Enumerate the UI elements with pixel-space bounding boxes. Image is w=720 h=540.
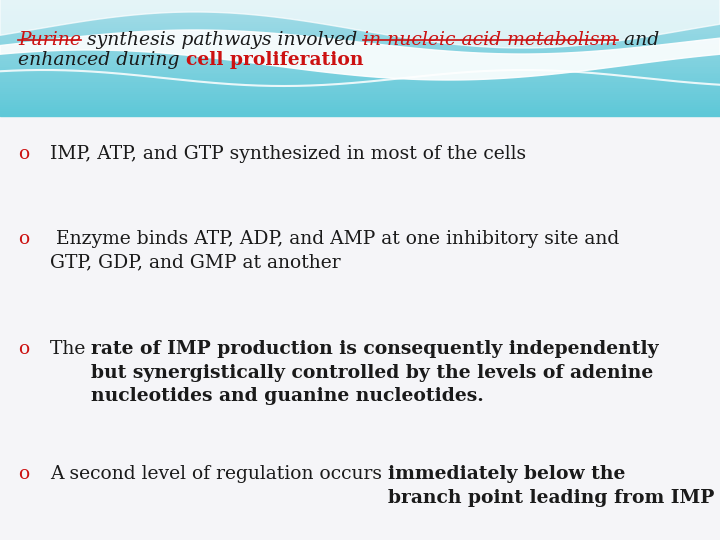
Bar (0, 14, 720, 16)
Bar (0, 87, 720, 89)
Text: The: The (50, 340, 91, 358)
Bar (0, 106, 720, 108)
Bar (0, 100, 720, 103)
Bar (0, 39, 720, 40)
Bar (0, 40, 720, 43)
Bar (0, 94, 720, 97)
Text: Enzyme binds ATP, ADP, and AMP at one inhibitory site and
GTP, GDP, and GMP at a: Enzyme binds ATP, ADP, and AMP at one in… (50, 230, 619, 272)
Bar (0, 114, 720, 116)
Bar (0, 29, 720, 31)
Bar (0, 43, 720, 44)
Bar (0, 49, 720, 50)
Bar (0, 16, 720, 17)
Bar (0, 25, 720, 27)
Bar (0, 110, 720, 112)
Bar (0, 76, 720, 77)
Bar (0, 93, 720, 94)
Bar (0, 112, 720, 114)
Bar (0, 23, 720, 25)
Text: rate of IMP production is consequently independently
but synergistically control: rate of IMP production is consequently i… (91, 340, 659, 405)
Bar (0, 71, 720, 73)
Bar (0, 108, 720, 110)
Bar (0, 37, 720, 39)
Text: in nucleic acid metabolism: in nucleic acid metabolism (364, 31, 618, 49)
Text: IMP, ATP, and GTP synthesized in most of the cells: IMP, ATP, and GTP synthesized in most of… (50, 145, 526, 163)
Bar (0, 19, 720, 21)
Bar (0, 81, 720, 83)
Bar (0, 21, 720, 23)
Bar (0, 44, 720, 46)
Bar (0, 4, 720, 6)
Bar (0, 6, 720, 8)
Bar (0, 97, 720, 99)
Bar (0, 8, 720, 10)
Bar (0, 73, 720, 76)
Bar (0, 66, 720, 68)
Text: o: o (18, 465, 30, 483)
Bar (0, 0, 720, 2)
Bar (0, 62, 720, 64)
Bar (0, 91, 720, 93)
Bar (0, 31, 720, 33)
Text: A second level of regulation occurs: A second level of regulation occurs (50, 465, 388, 483)
Bar (0, 33, 720, 35)
Text: immediately below the
branch point leading from IMP to AMP and GMP: immediately below the branch point leadi… (388, 465, 720, 507)
Bar (0, 11, 720, 14)
Bar (0, 54, 720, 56)
Text: Purine: Purine (18, 31, 81, 49)
Text: enhanced during: enhanced during (18, 51, 186, 69)
Bar (0, 68, 720, 70)
Bar (0, 52, 720, 54)
Bar (0, 79, 720, 81)
Bar (0, 35, 720, 37)
Text: synthesis pathways involved: synthesis pathways involved (81, 31, 364, 49)
Bar (0, 27, 720, 29)
Bar (0, 70, 720, 71)
Bar (0, 104, 720, 106)
Bar (0, 46, 720, 49)
Bar (0, 64, 720, 66)
Text: and: and (618, 31, 659, 49)
Text: o: o (18, 340, 30, 358)
Text: cell proliferation: cell proliferation (186, 51, 363, 69)
Bar (0, 99, 720, 100)
Bar (0, 60, 720, 62)
Bar (0, 50, 720, 52)
Bar (0, 2, 720, 4)
Text: o: o (18, 145, 30, 163)
Bar (0, 103, 720, 104)
Bar (0, 89, 720, 91)
Bar (0, 17, 720, 19)
Bar (0, 83, 720, 85)
Bar (0, 77, 720, 79)
Bar (0, 58, 720, 60)
Text: o: o (18, 230, 30, 248)
Bar (0, 56, 720, 58)
Bar (0, 10, 720, 11)
Bar (0, 85, 720, 87)
